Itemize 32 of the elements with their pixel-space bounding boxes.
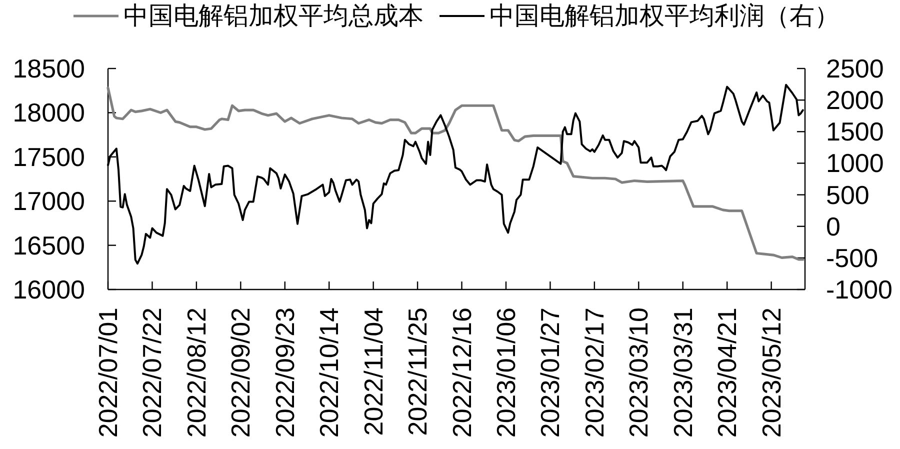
y2tick-label: 2000 — [826, 85, 884, 116]
xtick-label: 2023/05/12 — [756, 308, 786, 438]
legend-label: 中国电解铝加权平均总成本 — [124, 2, 424, 30]
xtick-label: 2022/09/02 — [226, 308, 256, 438]
xtick-label: 2022/07/22 — [137, 308, 168, 438]
y2tick-label: 1000 — [826, 148, 884, 178]
legend-label: 中国电解铝加权平均利润（右） — [490, 2, 840, 30]
xtick-label: 2023/04/21 — [712, 308, 742, 438]
y2tick-label: -500 — [826, 242, 878, 273]
ytick-label: 18500 — [12, 54, 85, 84]
xtick-label: 2022/11/25 — [402, 308, 433, 436]
y2tick-label: 0 — [826, 211, 840, 242]
ytick-label: 17000 — [12, 186, 85, 216]
y2tick-label: 2500 — [826, 54, 884, 84]
xtick-label: 2023/01/06 — [490, 308, 521, 438]
xtick-label: 2023/01/27 — [535, 308, 566, 438]
y2tick-label: 500 — [826, 180, 870, 210]
ytick-label: 17500 — [12, 142, 85, 172]
xtick-label: 2023/03/31 — [668, 308, 698, 438]
ytick-label: 18000 — [12, 98, 85, 128]
ytick-label: 16000 — [12, 274, 85, 304]
y2tick-label: 1500 — [826, 116, 884, 147]
y2tick-label: -1000 — [826, 274, 892, 304]
xtick-label: 2022/07/01 — [93, 308, 123, 438]
xtick-label: 2022/09/23 — [270, 308, 300, 438]
ytick-label: 16500 — [12, 230, 85, 260]
xtick-label: 2023/02/17 — [579, 308, 610, 438]
xtick-label: 2023/03/10 — [624, 308, 654, 438]
xtick-label: 2022/10/14 — [314, 308, 344, 438]
xtick-label: 2022/08/12 — [181, 308, 212, 438]
xtick-label: 2022/11/04 — [358, 308, 388, 436]
xtick-label: 2022/12/16 — [446, 308, 477, 438]
